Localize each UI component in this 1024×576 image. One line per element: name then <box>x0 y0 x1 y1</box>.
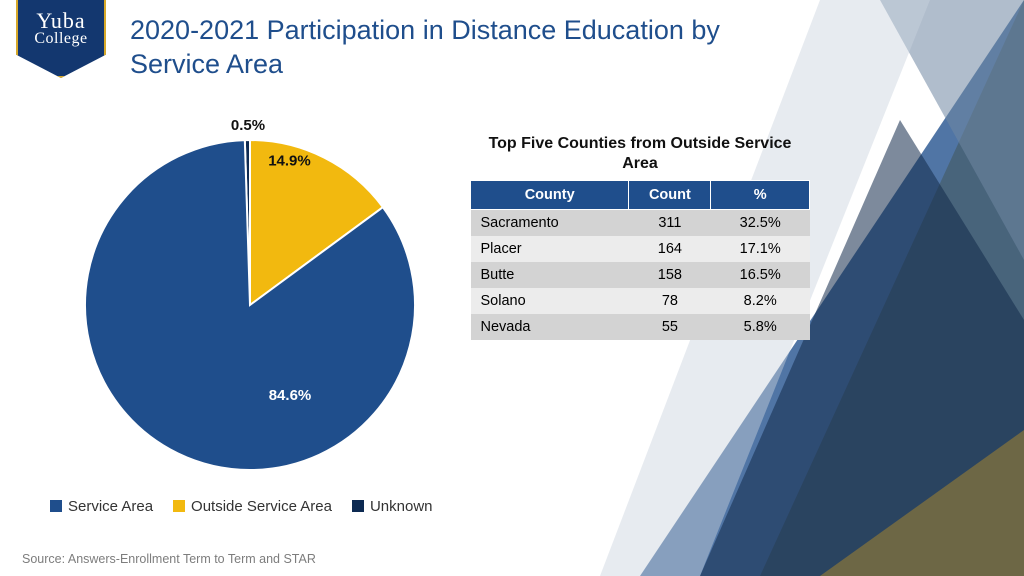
yuba-college-logo: Yuba College <box>16 0 106 78</box>
table-row: Nevada555.8% <box>471 314 810 340</box>
table-cell: 8.2% <box>711 288 810 314</box>
table-row: Solano788.2% <box>471 288 810 314</box>
table-row: Placer16417.1% <box>471 236 810 262</box>
table-header-cell: Count <box>629 181 711 210</box>
pie-label: 14.9% <box>268 152 311 169</box>
table-row: Sacramento31132.5% <box>471 210 810 237</box>
table-cell: Sacramento <box>471 210 629 237</box>
pie-legend: Service Area Outside Service Area Unknown <box>50 498 433 515</box>
legend-item: Service Area <box>50 498 153 515</box>
table-cell: 55 <box>629 314 711 340</box>
legend-item: Unknown <box>352 498 433 515</box>
logo-line2: College <box>18 30 104 48</box>
table-cell: 5.8% <box>711 314 810 340</box>
table-cell: 16.5% <box>711 262 810 288</box>
service-area-pie-chart: 84.6% 14.9% 0.5% <box>50 100 450 505</box>
pie-label: 84.6% <box>269 387 312 404</box>
table-header-cell: County <box>471 181 629 210</box>
table-cell: 158 <box>629 262 711 288</box>
page-title: 2020-2021 Participation in Distance Educ… <box>130 14 744 82</box>
legend-swatch <box>352 500 364 512</box>
table-cell: Butte <box>471 262 629 288</box>
table-header-cell: % <box>711 181 810 210</box>
legend-swatch <box>173 500 185 512</box>
pie-label: 0.5% <box>231 117 265 134</box>
table-cell: 17.1% <box>711 236 810 262</box>
table-row: Butte15816.5% <box>471 262 810 288</box>
legend-swatch <box>50 500 62 512</box>
counties-table-wrap: Top Five Counties from Outside Service A… <box>470 134 810 340</box>
table-cell: 78 <box>629 288 711 314</box>
source-note: Source: Answers-Enrollment Term to Term … <box>22 552 316 566</box>
table-cell: 311 <box>629 210 711 237</box>
counties-table: CountyCount% Sacramento31132.5%Placer164… <box>470 180 810 340</box>
table-cell: Nevada <box>471 314 629 340</box>
table-cell: Solano <box>471 288 629 314</box>
table-cell: 32.5% <box>711 210 810 237</box>
table-cell: 164 <box>629 236 711 262</box>
table-cell: Placer <box>471 236 629 262</box>
table-title: Top Five Counties from Outside Service A… <box>470 134 810 174</box>
legend-item: Outside Service Area <box>173 498 332 515</box>
